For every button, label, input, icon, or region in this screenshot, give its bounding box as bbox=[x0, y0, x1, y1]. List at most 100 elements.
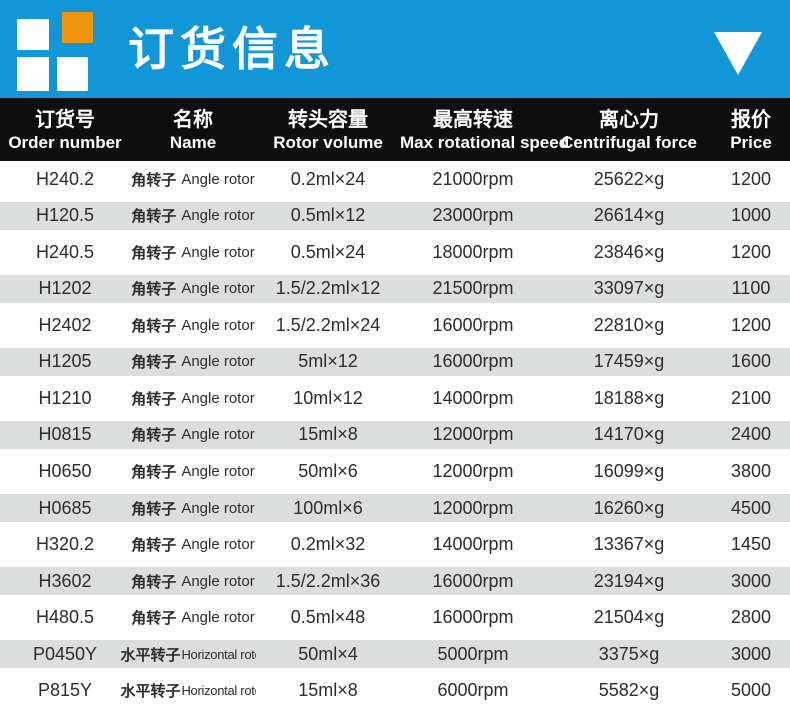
rotor-name-cn: 角转子 bbox=[131, 281, 177, 299]
cell-name: 角转子 Angle rotor bbox=[130, 416, 256, 454]
cell-volume: 15ml×8 bbox=[256, 416, 400, 454]
cell-order: H0685 bbox=[0, 489, 130, 527]
cell-volume: 10ml×12 bbox=[256, 380, 400, 417]
cell-force: 13367×g bbox=[546, 526, 712, 563]
table-row: H3602 角转子 Angle rotor 1.5/2.2ml×36 16000rpm 2… bbox=[0, 562, 790, 600]
rotor-name-en: Angle rotor bbox=[181, 207, 255, 225]
rotor-name-en: Angle rotor bbox=[181, 243, 255, 261]
cell-volume: 1.5/2.2ml×36 bbox=[256, 562, 400, 600]
cell-speed: 18000rpm bbox=[400, 234, 546, 271]
column-header-order-number: 订货号 Order number bbox=[0, 107, 130, 153]
cell-price: 1600 bbox=[712, 343, 790, 381]
cell-speed: 12000rpm bbox=[400, 416, 546, 454]
rotor-name-cn: 角转子 bbox=[131, 390, 177, 408]
column-header-en: Order number bbox=[8, 132, 122, 152]
cell-speed: 16000rpm bbox=[400, 343, 546, 381]
logo-square-white-2 bbox=[17, 57, 49, 91]
table-body: H240.2 角转子 Angle rotor 0.2ml×24 21000rpm 2562… bbox=[0, 161, 790, 709]
cell-price: 1000 bbox=[712, 197, 790, 235]
cell-order: H0815 bbox=[0, 416, 130, 454]
cell-volume: 5ml×12 bbox=[256, 343, 400, 381]
cell-force: 33097×g bbox=[546, 270, 712, 308]
cell-force: 16260×g bbox=[546, 489, 712, 527]
cell-price: 1200 bbox=[712, 161, 790, 198]
rotor-name-en: Angle rotor bbox=[181, 353, 255, 371]
cell-name: 角转子 Angle rotor bbox=[130, 380, 256, 417]
cell-name: 角转子 Angle rotor bbox=[130, 526, 256, 563]
cell-speed: 16000rpm bbox=[400, 562, 546, 600]
column-header-cn: 报价 bbox=[731, 108, 771, 131]
cell-price: 1200 bbox=[712, 307, 790, 344]
column-header-cn: 转头容量 bbox=[288, 108, 368, 131]
cell-volume: 100ml×6 bbox=[256, 489, 400, 527]
logo-square-white-1 bbox=[17, 19, 49, 50]
column-header-rotor-volume: 转头容量 Rotor volume bbox=[256, 107, 400, 153]
cell-name: 角转子 Angle rotor bbox=[130, 161, 256, 198]
rotor-name-cn: 角转子 bbox=[131, 537, 177, 555]
rotor-name-en: Angle rotor bbox=[181, 536, 255, 554]
cell-speed: 14000rpm bbox=[400, 526, 546, 563]
cell-price: 1100 bbox=[712, 270, 790, 308]
rotor-name-cn: 角转子 bbox=[131, 464, 177, 482]
rotor-name-cn: 角转子 bbox=[131, 244, 177, 262]
banner: 订货信息 bbox=[0, 0, 790, 98]
cell-speed: 6000rpm bbox=[400, 672, 546, 709]
cell-force: 17459×g bbox=[546, 343, 712, 381]
column-header-en: Price bbox=[730, 132, 772, 152]
cell-force: 14170×g bbox=[546, 416, 712, 454]
cell-order: H1202 bbox=[0, 270, 130, 308]
cell-speed: 16000rpm bbox=[400, 307, 546, 344]
rotor-name-cn: 水平转子 bbox=[120, 683, 181, 701]
rotor-name-en: Angle rotor bbox=[181, 463, 255, 481]
cell-name: 角转子 Angle rotor bbox=[130, 599, 256, 636]
rotor-name-en: Angle rotor bbox=[181, 170, 255, 188]
cell-order: H240.2 bbox=[0, 161, 130, 198]
rotor-name-en: Angle rotor bbox=[181, 316, 255, 334]
cell-order: H240.5 bbox=[0, 234, 130, 271]
cell-price: 2800 bbox=[712, 599, 790, 636]
cell-speed: 21500rpm bbox=[400, 270, 546, 308]
table-row: H0685 角转子 Angle rotor 100ml×6 12000rpm 16260×… bbox=[0, 489, 790, 527]
table-row: H2402 角转子 Angle rotor 1.5/2.2ml×24 16000rpm 2… bbox=[0, 307, 790, 344]
cell-force: 22810×g bbox=[546, 307, 712, 344]
table-row: H240.5 角转子 Angle rotor 0.5ml×24 18000rpm 2384… bbox=[0, 234, 790, 271]
column-header-en: Name bbox=[169, 132, 217, 152]
cell-price: 3000 bbox=[712, 635, 790, 673]
column-header-en: Centrifugal force bbox=[560, 132, 698, 152]
cell-force: 16099×g bbox=[546, 453, 712, 490]
cell-order: H2402 bbox=[0, 307, 130, 344]
cell-force: 23846×g bbox=[546, 234, 712, 271]
column-header-en: Rotor volume bbox=[273, 132, 383, 152]
cell-name: 水平转子 Horizontal rotor bbox=[120, 672, 266, 709]
column-header-price: 报价 Price bbox=[712, 107, 790, 153]
cell-speed: 5000rpm bbox=[400, 635, 546, 673]
cell-name: 角转子 Angle rotor bbox=[130, 270, 256, 308]
cell-price: 2400 bbox=[712, 416, 790, 454]
rotor-name-en: Angle rotor bbox=[181, 499, 255, 517]
rotor-name-cn: 角转子 bbox=[131, 610, 177, 628]
rotor-name-cn: 角转子 bbox=[131, 427, 177, 445]
rotor-name-cn: 角转子 bbox=[131, 317, 177, 335]
rotor-name-cn: 角转子 bbox=[131, 171, 177, 189]
cell-price: 4500 bbox=[712, 489, 790, 527]
cell-volume: 0.2ml×32 bbox=[256, 526, 400, 563]
cell-name: 角转子 Angle rotor bbox=[130, 343, 256, 381]
column-header-max-speed: 最高转速 Max rotational speed bbox=[400, 107, 570, 153]
rotor-name-en: Angle rotor bbox=[181, 426, 255, 444]
column-header-cn: 订货号 bbox=[35, 108, 95, 131]
rotor-name-cn: 角转子 bbox=[131, 354, 177, 372]
cell-order: P0450Y bbox=[0, 635, 130, 673]
table-header: 订货号 Order number 名称 Name 转头容量 Rotor volu… bbox=[0, 98, 790, 161]
table-row: H0815 角转子 Angle rotor 15ml×8 12000rpm 14170×g… bbox=[0, 416, 790, 454]
cell-order: H1205 bbox=[0, 343, 130, 381]
column-header-en: Max rotational speed bbox=[400, 132, 570, 152]
cell-price: 1200 bbox=[712, 234, 790, 271]
cell-order: H480.5 bbox=[0, 599, 130, 636]
logo-squares-icon bbox=[0, 0, 110, 98]
table-row: H120.5 角转子 Angle rotor 0.5ml×12 23000rpm 2661… bbox=[0, 197, 790, 235]
cell-speed: 12000rpm bbox=[400, 453, 546, 490]
table-row: H240.2 角转子 Angle rotor 0.2ml×24 21000rpm 2562… bbox=[0, 161, 790, 198]
rotor-name-en: Angle rotor bbox=[181, 609, 255, 627]
logo-square-orange bbox=[62, 12, 93, 43]
